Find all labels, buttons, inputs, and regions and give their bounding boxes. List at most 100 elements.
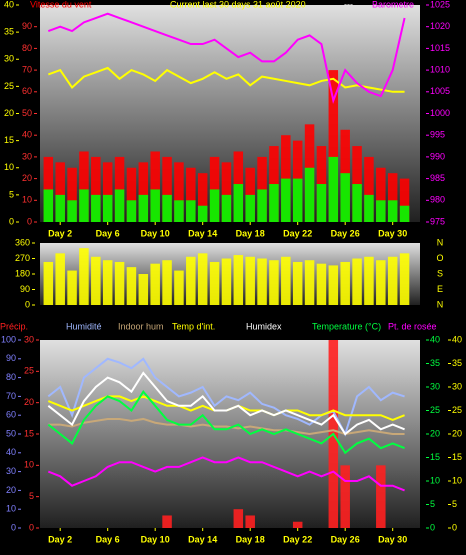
bar: [209, 261, 220, 305]
bar: [399, 253, 410, 305]
bar: [257, 189, 267, 222]
y-tick-label: 80: [6, 372, 16, 382]
bar: [292, 178, 303, 222]
y-tick-label: 35: [452, 358, 462, 368]
y-tick-label: 1005: [430, 86, 450, 96]
y-tick-label: 30: [22, 151, 32, 161]
bar: [233, 255, 244, 305]
x-tick-label: Day 22: [283, 534, 312, 544]
y-tick-label: 20: [6, 485, 16, 495]
bar: [102, 194, 113, 222]
y-tick-label: 10: [24, 460, 34, 470]
bar: [79, 248, 89, 305]
legend-label: Humidité: [66, 321, 102, 331]
y-tick-label: 20: [430, 428, 440, 438]
legend-label: Indoor hum: [118, 321, 164, 331]
y-tick-label: 35: [430, 358, 440, 368]
y-tick-label: 5: [452, 499, 457, 509]
x-tick-label: Day 14: [188, 534, 217, 544]
bar: [67, 200, 77, 222]
bar: [387, 173, 398, 222]
bar: [150, 151, 160, 222]
y-tick-label: 60: [6, 410, 16, 420]
bar: [364, 194, 374, 222]
y-tick-label: 90: [22, 21, 32, 31]
y-tick-label: 5: [29, 491, 34, 501]
y-tick-label: 0: [25, 299, 30, 309]
y-tick-label: 30: [4, 54, 14, 64]
y-tick-label: 270: [15, 253, 30, 263]
y-tick-label: 1015: [430, 43, 450, 53]
line: [47, 456, 405, 492]
y-tick-label: 0: [29, 522, 34, 532]
bar: [150, 189, 160, 222]
bar: [79, 151, 89, 222]
y-tick-label: 80: [22, 43, 32, 53]
y-tick-label: 975: [430, 216, 445, 226]
bar: [55, 162, 65, 222]
bar: [162, 515, 172, 528]
y-tick-label: 90: [6, 353, 16, 363]
y-tick-label: 50: [6, 428, 16, 438]
bar: [114, 261, 125, 305]
bar: [91, 156, 101, 222]
bar: [364, 256, 374, 305]
bar: [304, 167, 315, 222]
y-tick-label: 0: [430, 522, 435, 532]
y-tick-label: 40: [6, 447, 16, 457]
y-tick-label: 985: [430, 173, 445, 183]
y-tick-label: 20: [22, 173, 32, 183]
x-tick-label: Day 18: [236, 534, 265, 544]
bar: [245, 256, 255, 305]
x-tick-label: Day 26: [331, 228, 360, 238]
bar: [162, 260, 172, 305]
bar: [292, 521, 303, 528]
bar: [138, 274, 149, 305]
bar: [387, 200, 398, 222]
bar: [55, 253, 65, 305]
bar: [364, 156, 374, 222]
bar: [340, 173, 350, 222]
bar: [67, 270, 77, 305]
y-tick-label: 180: [15, 268, 30, 278]
y-tick-label: 15: [24, 428, 34, 438]
x-tick-label: Day 14: [188, 228, 217, 238]
bar: [126, 167, 137, 222]
line: [47, 371, 405, 436]
y-tick-label: 40: [430, 334, 440, 344]
bar: [197, 173, 208, 222]
y-tick-label: 25: [452, 405, 462, 415]
y-tick-label: 40: [4, 0, 14, 9]
y-tick-label: 10: [6, 504, 16, 514]
bar: [376, 200, 386, 222]
bar: [352, 258, 362, 305]
legend-label: Précip.: [0, 321, 28, 331]
legend-label: Vitesse du vent: [30, 0, 92, 9]
bar: [245, 515, 255, 528]
y-tick-label: 30: [430, 381, 440, 391]
bar: [281, 178, 291, 222]
bar: [162, 194, 172, 222]
x-tick-label: Day 30: [378, 228, 407, 238]
bar: [174, 162, 184, 222]
bar: [91, 194, 101, 222]
legend-label: Barometre: [372, 0, 414, 9]
legend-label: Temp d'int.: [172, 321, 215, 331]
y-tick-label: 70: [22, 64, 32, 74]
y-tick-label: 10: [22, 195, 32, 205]
x-tick-label: Day 6: [96, 228, 120, 238]
y-tick-label: 40: [452, 334, 462, 344]
bar: [221, 194, 232, 222]
y-tick-label: 1010: [430, 64, 450, 74]
y-tick-label: 990: [430, 151, 445, 161]
y-tick-label: 20: [24, 397, 34, 407]
bar: [221, 162, 232, 222]
x-tick-label: Day 10: [141, 534, 170, 544]
plot-area: [40, 340, 420, 528]
compass-label: O: [436, 253, 443, 263]
y-tick-label: 15: [452, 452, 462, 462]
bar: [340, 261, 350, 305]
y-tick-label: 90: [20, 284, 30, 294]
y-tick-label: 0: [452, 522, 457, 532]
bar: [138, 162, 149, 222]
